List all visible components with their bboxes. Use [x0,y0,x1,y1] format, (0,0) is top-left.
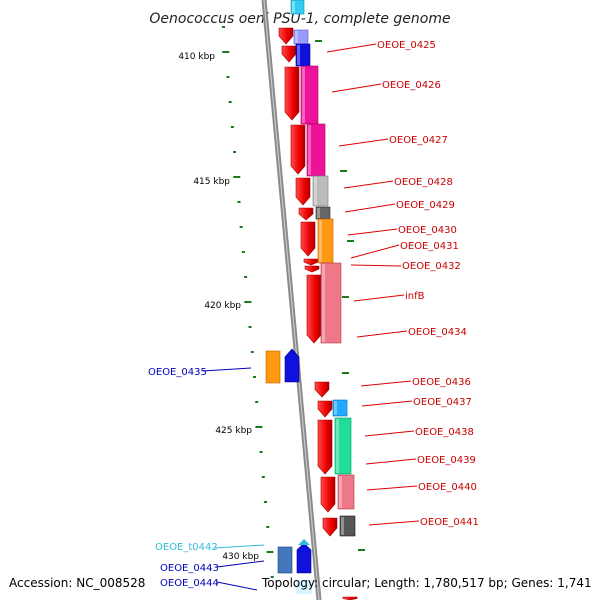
cog-block-highlight [322,264,325,342]
gene-label-oeoe-0430[interactable]: OEOE_0430 [398,225,457,236]
cog-block-highlight [295,31,298,43]
callout-line [361,400,413,407]
callout-line [326,43,377,53]
callout-line [216,581,258,591]
gene-label-oeoe-0439[interactable]: OEOE_0439 [417,455,476,466]
scale-label-425: 425 kbp [215,426,252,436]
gene-arrow[interactable] [314,381,330,398]
gene-label-oeoe-0425[interactable]: OEOE_0425 [377,40,436,51]
cog-block[interactable] [339,515,356,537]
callout-line [331,83,382,93]
callout-line [343,180,394,189]
trna-marker-oeoe-t0442[interactable] [298,539,310,545]
cog-block[interactable] [337,474,355,510]
callout-line [365,458,417,465]
cog-block-highlight [339,476,342,508]
cog-block[interactable] [290,0,305,15]
gene-label-oeoe-t0442[interactable]: OEOE_t0442 [155,542,218,553]
gene-label-oeoe-0443[interactable]: OEOE_0443 [160,563,219,574]
gene-arrow[interactable] [281,45,297,63]
topology-text: Topology: circular; Length: 1,780,517 bp… [261,576,592,590]
scale-labels: 410 kbp 415 kbp 420 kbp 425 kbp 430 kbp [178,52,259,562]
callout-line [347,228,398,236]
scale-label-430: 430 kbp [222,552,259,562]
callout-line [364,430,415,437]
gene-label-oeoe-0431[interactable]: OEOE_0431 [400,241,459,252]
gene-arrow[interactable] [342,596,358,600]
gene-arrow[interactable] [322,517,338,537]
callout-line [360,380,412,387]
gene-label-oeoe-0437[interactable]: OEOE_0437 [413,397,472,408]
gene-label-oeoe-0438[interactable]: OEOE_0438 [415,427,474,438]
cog-block-highlight [317,208,320,218]
callout-line [214,544,265,549]
gene-arrow[interactable] [295,177,311,206]
gene-features [265,0,358,600]
callout-line [350,264,402,267]
scale-label-415: 415 kbp [193,177,230,187]
gene-label-oeoe-0426[interactable]: OEOE_0426 [382,80,441,91]
callout-line [366,485,418,491]
gene-arrow[interactable] [317,400,333,418]
callout-line [353,294,405,302]
cog-block[interactable] [320,262,342,344]
gene-block-oeoe-0443[interactable] [277,546,293,574]
cog-block[interactable] [334,417,352,475]
callout-line [356,330,408,338]
callout-line [338,138,389,147]
cog-block-highlight [308,125,311,175]
gene-arrow-oeoe-0444[interactable] [296,542,312,574]
gene-label-infb[interactable]: infB [405,291,425,302]
cog-block-highlight [319,220,322,262]
gene-arrow[interactable] [298,207,314,221]
accession-text: Accession: NC_008528 [9,576,145,590]
gene-label-oeoe-0432[interactable]: OEOE_0432 [402,261,461,272]
gene-arrow[interactable] [317,419,333,475]
gene-labels: OEOE_0425 OEOE_0426 OEOE_0427 OEOE_0428 … [148,40,479,589]
cog-block[interactable] [312,175,329,207]
gene-arrow[interactable] [284,66,300,121]
gene-label-oeoe-0435[interactable]: OEOE_0435 [148,367,207,378]
callout-line [350,244,400,259]
scale-track [222,26,274,578]
gene-label-oeoe-0440[interactable]: OEOE_0440 [418,482,477,493]
gene-arrow[interactable] [278,27,294,45]
gene-arrow[interactable] [306,274,322,344]
callout-line [216,560,265,568]
cog-block-highlight [302,67,305,123]
map-title: Oenococcus oeni PSU-1, complete genome [149,11,450,27]
feature-shadow [296,580,312,594]
gene-label-oeoe-0444[interactable]: OEOE_0444 [160,578,219,589]
scale-label-410: 410 kbp [178,52,215,62]
gene-block-oeoe-0435[interactable] [265,350,281,384]
gene-label-oeoe-0434[interactable]: OEOE_0434 [408,327,467,338]
cog-block-highlight [314,177,317,205]
gene-callouts [202,43,420,591]
scale-label-420: 420 kbp [204,301,241,311]
callout-line [344,203,396,213]
cog-block-highlight [297,45,300,65]
gene-arrow[interactable] [290,124,306,175]
callout-line [368,520,420,526]
cog-block-highlight [336,419,339,473]
gene-label-oeoe-0427[interactable]: OEOE_0427 [389,135,448,146]
gene-label-oeoe-0436[interactable]: OEOE_0436 [412,377,471,388]
gene-arrow[interactable] [303,258,319,266]
cog-block[interactable] [332,399,348,417]
gene-label-oeoe-0428[interactable]: OEOE_0428 [394,177,453,188]
gene-arrow[interactable] [320,476,336,513]
gene-arrow[interactable] [304,265,320,273]
cog-block-highlight [334,401,337,415]
cog-block-highlight [341,517,344,535]
genome-backbone [261,0,322,600]
minor-tick-track [315,40,365,551]
gene-arrow[interactable] [300,221,316,257]
gene-label-oeoe-0429[interactable]: OEOE_0429 [396,200,455,211]
gene-label-oeoe-0441[interactable]: OEOE_0441 [420,517,479,528]
cog-block-highlight [292,1,295,13]
gene-arrow-oeoe-0435[interactable] [284,348,300,383]
callout-line [202,367,252,372]
